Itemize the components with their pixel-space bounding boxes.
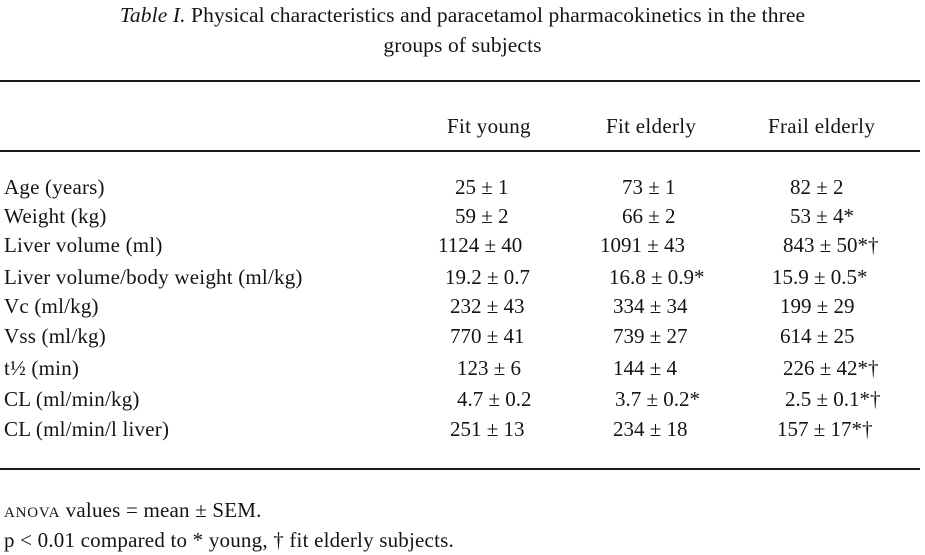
top-rule	[0, 80, 920, 82]
cell-fit-young: 251 ± 13	[450, 417, 525, 441]
cell-frail-elderly: 157 ± 17*†	[777, 417, 873, 441]
table-caption: Table I. Physical characteristics and pa…	[0, 0, 925, 60]
row-label: t½ (min)	[4, 356, 80, 380]
cell-frail-elderly: 614 ± 25	[780, 324, 855, 348]
cell-fit-elderly: 144 ± 4	[613, 356, 678, 380]
cell-fit-elderly: 739 ± 27	[613, 324, 688, 348]
table-row: Vc (ml/kg) 232 ± 43 334 ± 34 199 ± 29	[0, 293, 925, 320]
cell-fit-elderly: 1091 ± 43	[600, 233, 686, 257]
cell-fit-young: 123 ± 6	[457, 356, 522, 380]
caption-line-2: groups of subjects	[383, 33, 542, 57]
header-rule	[0, 150, 920, 152]
cell-fit-young: 19.2 ± 0.7	[445, 265, 531, 289]
column-header-fit-young: Fit young	[447, 114, 531, 138]
footnote-significance: p < 0.01 compared to * young, † fit elde…	[4, 528, 454, 552]
cell-fit-young: 1124 ± 40	[438, 233, 523, 257]
cell-frail-elderly: 2.5 ± 0.1*†	[785, 387, 881, 411]
column-header-fit-elderly: Fit elderly	[606, 114, 697, 138]
cell-fit-elderly: 334 ± 34	[613, 294, 688, 318]
column-header-frail-elderly: Frail elderly	[768, 114, 876, 138]
cell-fit-young: 770 ± 41	[450, 324, 525, 348]
caption-line-1: Table I. Physical characteristics and pa…	[0, 0, 925, 30]
row-label: CL (ml/min/l liver)	[4, 417, 170, 441]
table-row: Vss (ml/kg) 770 ± 41 739 ± 27 614 ± 25	[0, 323, 925, 350]
cell-frail-elderly: 199 ± 29	[780, 294, 855, 318]
cell-frail-elderly: 82 ± 2	[790, 175, 844, 199]
caption-text: Physical characteristics and paracetamol…	[185, 3, 806, 27]
anova-label: ANOVA	[4, 505, 61, 521]
cell-fit-young: 4.7 ± 0.2	[457, 387, 532, 411]
bottom-rule	[0, 468, 920, 470]
cell-fit-young: 59 ± 2	[455, 204, 509, 228]
footnote-anova: ANOVA values = mean ± SEM.	[4, 498, 262, 523]
row-label: Liver volume (ml)	[4, 233, 163, 257]
cell-frail-elderly: 843 ± 50*†	[783, 233, 879, 257]
table-row: t½ (min) 123 ± 6 144 ± 4 226 ± 42*†	[0, 355, 925, 382]
cell-frail-elderly: 15.9 ± 0.5*	[772, 265, 868, 289]
table-row: CL (ml/min/kg) 4.7 ± 0.2 3.7 ± 0.2* 2.5 …	[0, 386, 925, 413]
row-label: Vss (ml/kg)	[4, 324, 106, 348]
row-label: CL (ml/min/kg)	[4, 387, 140, 411]
table-row: Liver volume/body weight (ml/kg) 19.2 ± …	[0, 264, 925, 291]
cell-fit-young: 232 ± 43	[450, 294, 525, 318]
cell-fit-elderly: 73 ± 1	[622, 175, 676, 199]
table-row: Weight (kg) 59 ± 2 66 ± 2 53 ± 4*	[0, 203, 925, 230]
table-row: Age (years) 25 ± 1 73 ± 1 82 ± 2	[0, 174, 925, 201]
caption-label: Table I.	[119, 3, 186, 27]
cell-frail-elderly: 226 ± 42*†	[783, 356, 879, 380]
row-label: Liver volume/body weight (ml/kg)	[4, 265, 303, 289]
row-label: Weight (kg)	[4, 204, 107, 228]
cell-fit-elderly: 16.8 ± 0.9*	[609, 265, 705, 289]
row-label: Vc (ml/kg)	[4, 294, 99, 318]
table-row: CL (ml/min/l liver) 251 ± 13 234 ± 18 15…	[0, 416, 925, 443]
table-row: Liver volume (ml) 1124 ± 40 1091 ± 43 84…	[0, 232, 925, 259]
cell-fit-elderly: 234 ± 18	[613, 417, 688, 441]
anova-text: values = mean ± SEM.	[60, 498, 262, 522]
cell-frail-elderly: 53 ± 4*	[790, 204, 855, 228]
cell-fit-elderly: 3.7 ± 0.2*	[615, 387, 701, 411]
row-label: Age (years)	[4, 175, 105, 199]
cell-fit-elderly: 66 ± 2	[622, 204, 676, 228]
cell-fit-young: 25 ± 1	[455, 175, 509, 199]
